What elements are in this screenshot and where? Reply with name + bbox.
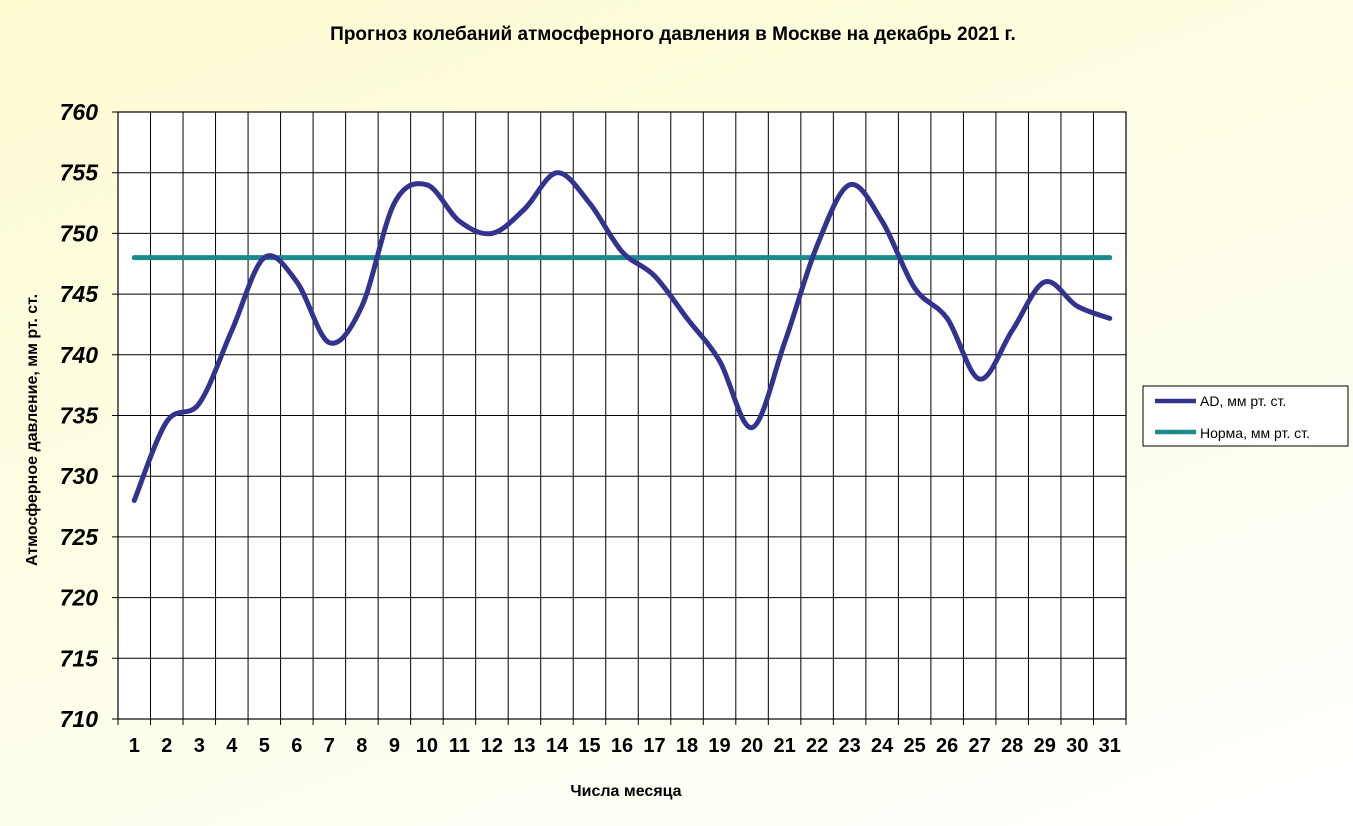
x-tick-label: 12 (481, 735, 503, 757)
legend-label-norma: Норма, мм рт. ст. (1200, 425, 1310, 441)
y-tick-label: 725 (60, 524, 100, 550)
y-tick-label: 710 (60, 706, 99, 732)
x-tick-label: 1 (129, 735, 140, 757)
y-tick-label: 715 (60, 645, 100, 671)
x-tick-label: 10 (416, 735, 438, 757)
x-tick-label: 7 (324, 735, 335, 757)
chart-title: Прогноз колебаний атмосферного давления … (330, 24, 1016, 45)
x-tick-label: 5 (259, 735, 270, 757)
x-tick-label: 9 (389, 735, 400, 757)
plot-border (117, 111, 1127, 720)
x-tick-label: 30 (1066, 735, 1088, 757)
series-lines (131, 170, 1113, 503)
legend: АD, мм рт. ст. Норма, мм рт. ст. (1142, 385, 1349, 447)
series-line-ad (131, 170, 1113, 503)
x-tick-label: 18 (676, 735, 698, 757)
x-tick-label: 3 (194, 735, 205, 757)
y-tick-label: 755 (60, 160, 100, 186)
legend-label-ad: АD, мм рт. ст. (1200, 393, 1286, 409)
x-tick-label: 22 (806, 735, 828, 757)
x-tick-label: 29 (1034, 735, 1056, 757)
x-tick-label: 16 (611, 735, 633, 757)
x-tick-label: 11 (449, 735, 470, 757)
x-tick-label: 20 (741, 735, 763, 757)
grid (112, 111, 1127, 725)
x-tick-label: 24 (871, 735, 894, 757)
x-tick-labels: 1 2 3 4 5 6 7 8 9 10 11 12 13 14 15 16 17 18 19 20 21 22 23 24 2… (129, 735, 1121, 757)
x-tick-label: 15 (578, 735, 600, 757)
x-tick-label: 13 (513, 735, 535, 757)
y-tick-label: 720 (60, 585, 99, 611)
x-tick-label: 27 (969, 735, 991, 757)
y-tick-label: 745 (60, 281, 100, 307)
x-tick-label: 19 (708, 735, 730, 757)
x-tick-label: 26 (936, 735, 958, 757)
x-tick-label: 14 (546, 735, 569, 757)
y-tick-labels: 710 715 720 725 730 735 740 745 750 755 760 (60, 99, 100, 732)
x-tick-label: 21 (773, 735, 795, 757)
y-axis-label: Атмосферное давление, мм рт. ст. (24, 294, 41, 566)
x-tick-label: 8 (356, 735, 367, 757)
x-tick-label: 6 (291, 735, 302, 757)
x-tick-label: 31 (1099, 735, 1121, 757)
y-tick-label: 760 (60, 99, 99, 125)
x-tick-label: 28 (1001, 735, 1023, 757)
y-tick-label: 750 (60, 220, 99, 246)
x-tick-label: 23 (838, 735, 860, 757)
x-tick-label: 17 (643, 735, 665, 757)
y-tick-label: 730 (60, 463, 99, 489)
x-tick-label: 25 (904, 735, 926, 757)
y-tick-label: 740 (60, 342, 99, 368)
x-axis-label: Числа месяца (570, 783, 681, 800)
legend-box (1142, 385, 1349, 447)
x-tick-label: 2 (161, 735, 172, 757)
x-tick-label: 4 (226, 735, 238, 757)
y-tick-label: 735 (60, 403, 100, 429)
